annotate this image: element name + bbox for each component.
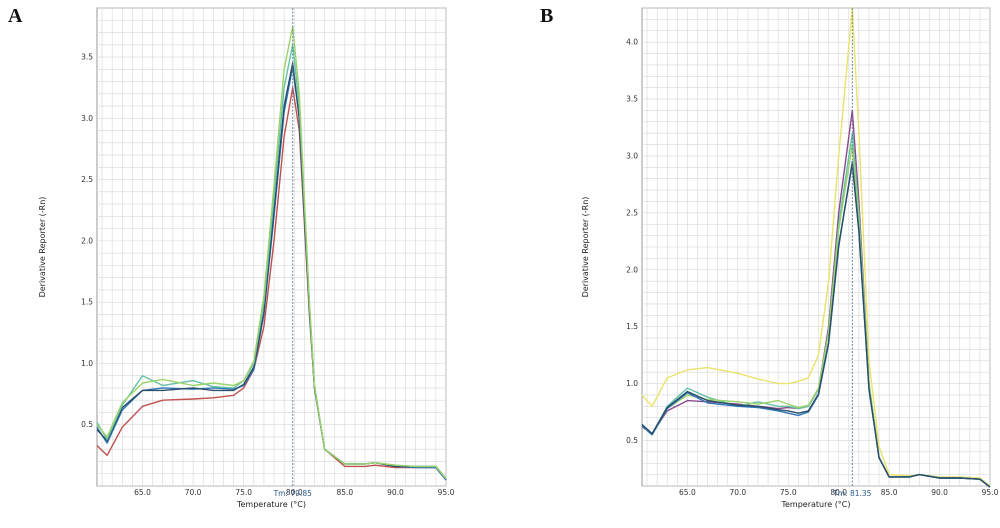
chart-b-y-tick-label: 3.0 bbox=[626, 151, 638, 160]
chart-b-y-tick-label: 1.0 bbox=[626, 379, 638, 388]
chart-a-x-axis-title: Temperature (°C) bbox=[236, 500, 306, 509]
chart-b-x-tick-label: 90.0 bbox=[931, 488, 948, 497]
chart-a-x-tick-label: 95.0 bbox=[438, 488, 455, 497]
chart-a-x-tick-label: 70.0 bbox=[185, 488, 202, 497]
chart-b-x-tick-label: 75.0 bbox=[780, 488, 797, 497]
chart-a-x-tick-label: 80.0 bbox=[286, 488, 303, 497]
chart-a-y-tick-label: 1.0 bbox=[81, 359, 93, 368]
chart-b-y-tick-label: 4.0 bbox=[626, 38, 638, 47]
chart-b-y-tick-label: 2.0 bbox=[626, 265, 638, 274]
chart-a-y-tick-label: 3.0 bbox=[81, 114, 93, 123]
chart-b: B 65.0 70.0 75.0 80.0 85.0 90.0 95.0 0.5 1.0 1.5 2.… bbox=[540, 5, 999, 509]
chart-b-y-tick-label: 0.5 bbox=[626, 436, 638, 445]
chart-a-series-line-5 bbox=[96, 25, 447, 480]
panel-label-b: B bbox=[540, 5, 553, 27]
panel-label-a: A bbox=[8, 5, 23, 27]
chart-a-x-tick-label: 75.0 bbox=[235, 488, 252, 497]
chart-b-series-line-6 bbox=[641, 163, 991, 488]
chart-a-y-tick-label: 0.5 bbox=[81, 420, 93, 429]
chart-b-tm-label: Tm: 81.35 bbox=[832, 489, 871, 498]
chart-a: A 65.0 70.0 75.0 80.0 85.0 90.0 95.0 0.5 1.0 1.5 2.… bbox=[8, 5, 455, 509]
chart-b-x-tick-label: 70.0 bbox=[729, 488, 746, 497]
chart-b-y-tick-label: 1.5 bbox=[626, 322, 638, 331]
chart-b-y-axis-title: Derivative Reporter (-Rn) bbox=[581, 197, 590, 298]
chart-a-series-line-1 bbox=[96, 87, 447, 481]
chart-b-x-tick-label: 95.0 bbox=[982, 488, 999, 497]
chart-b-x-tick-label: 65.0 bbox=[679, 488, 696, 497]
chart-a-y-axis-title: Derivative Reporter (-Rn) bbox=[38, 197, 47, 298]
chart-b-x-tick-label: 80.0 bbox=[830, 488, 847, 497]
chart-a-y-tick-label: 3.5 bbox=[81, 53, 93, 62]
chart-a-gridlines bbox=[97, 7, 447, 487]
chart-a-x-tick-label: 85.0 bbox=[336, 488, 353, 497]
chart-a-y-tick-label: 2.0 bbox=[81, 236, 93, 245]
chart-b-y-tick-label: 3.5 bbox=[626, 95, 638, 104]
chart-a-tm-label: Tm: 79.85 bbox=[273, 489, 312, 498]
chart-b-x-tick-label: 85.0 bbox=[881, 488, 898, 497]
chart-b-y-tick-label: 2.5 bbox=[626, 208, 638, 217]
chart-a-x-tick-label: 65.0 bbox=[134, 488, 151, 497]
chart-a-y-tick-label: 1.5 bbox=[81, 298, 93, 307]
chart-a-y-tick-label: 2.5 bbox=[81, 175, 93, 184]
chart-b-x-axis-title: Temperature (°C) bbox=[780, 500, 850, 509]
chart-a-x-tick-label: 90.0 bbox=[387, 488, 404, 497]
